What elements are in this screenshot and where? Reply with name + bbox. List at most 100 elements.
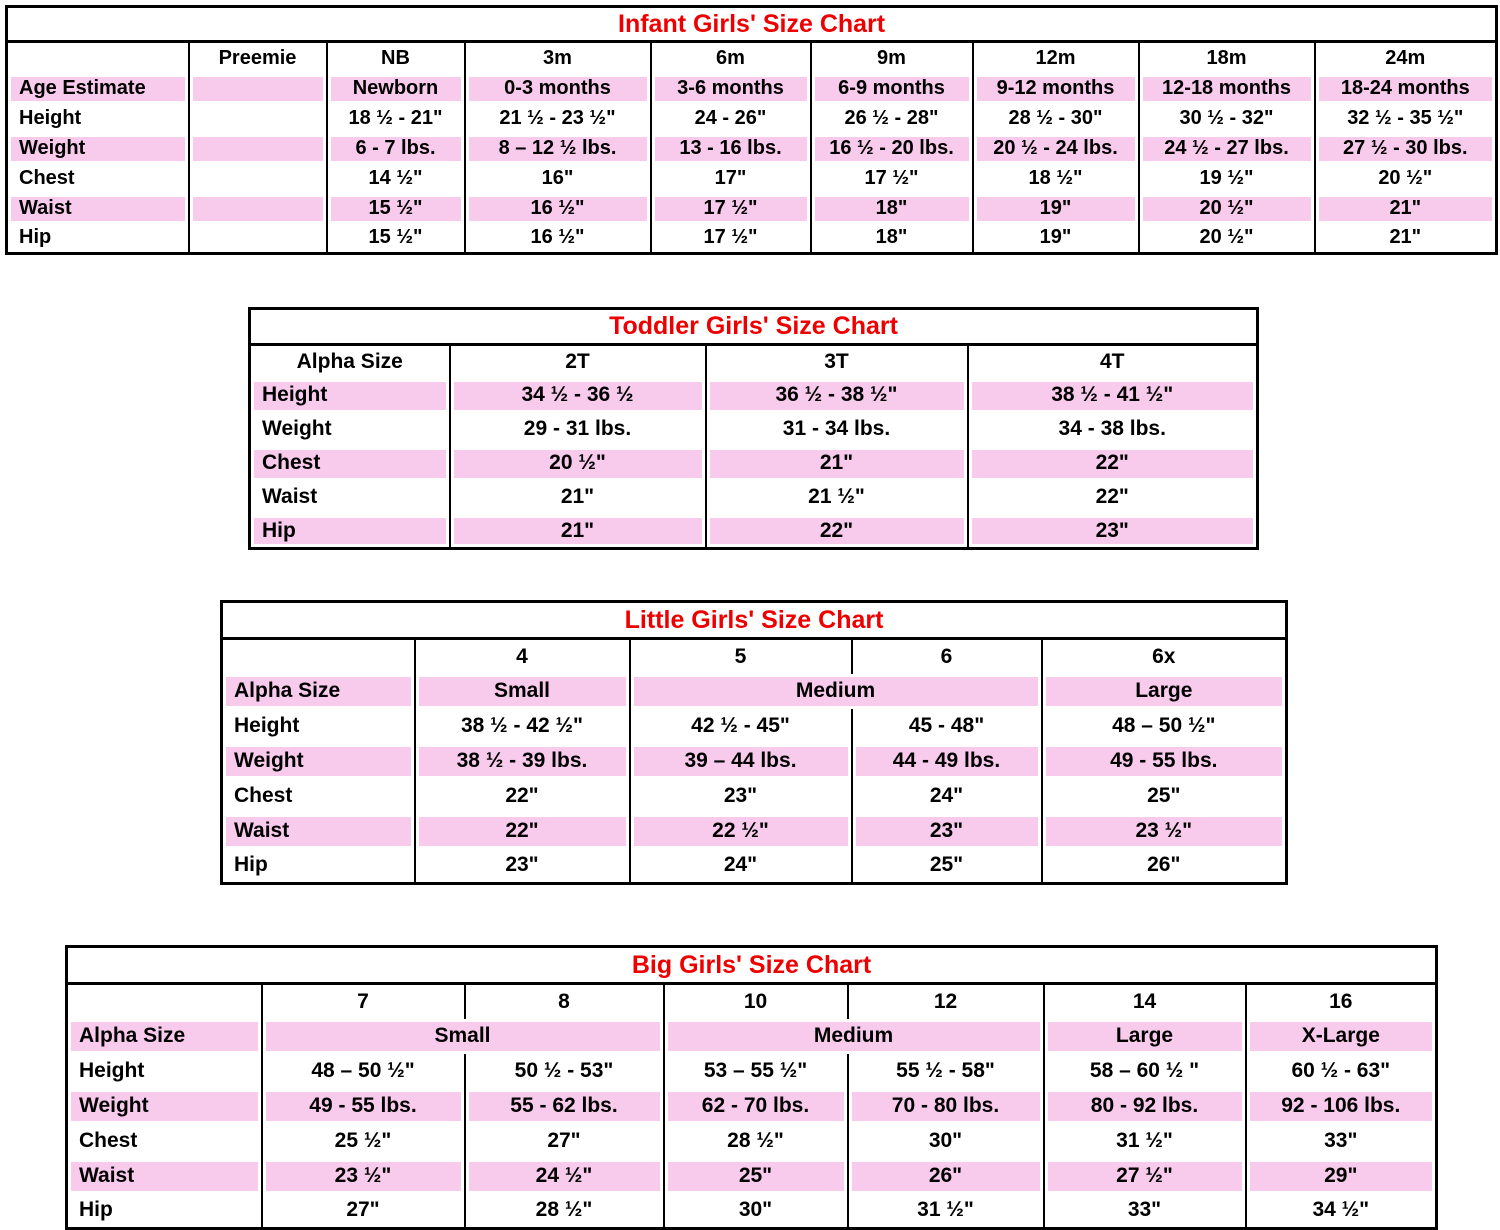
value-cell: 18-24 months <box>1313 73 1497 104</box>
value-cell: 24" <box>628 848 852 884</box>
value-cell: 33" <box>1042 1193 1246 1229</box>
value-cell: 18" <box>809 193 973 224</box>
value-cell: 13 - 16 lbs. <box>649 133 811 164</box>
column-header: 12 <box>846 983 1044 1019</box>
value-cell: 6-9 months <box>809 73 973 104</box>
value-cell: 22" <box>966 480 1258 515</box>
value-cell: 23" <box>850 813 1042 849</box>
value-cell: 20 ½" <box>1313 163 1497 194</box>
value-cell: 19" <box>971 223 1139 254</box>
value-cell: 23" <box>628 778 852 814</box>
value-cell: 24 ½ - 27 lbs. <box>1137 133 1315 164</box>
value-cell: 70 - 80 lbs. <box>846 1088 1044 1124</box>
table-title: Toddler Girls' Size Chart <box>249 308 1258 346</box>
value-cell <box>187 103 327 134</box>
value-cell: 26 ½ - 28" <box>809 103 973 134</box>
row-label: Chest <box>79 1128 138 1152</box>
value-cell: 55 ½ - 58" <box>846 1053 1044 1089</box>
column-header: 7 <box>260 983 465 1019</box>
value-cell: 29 - 31 lbs. <box>448 412 706 447</box>
value-cell: 14 ½" <box>325 163 465 194</box>
value-cell: 21" <box>448 480 706 515</box>
value-cell: 17 ½" <box>649 223 811 254</box>
value-cell: 31 ½" <box>1042 1123 1246 1159</box>
value-cell: 30 ½ - 32" <box>1137 103 1315 134</box>
column-header: Preemie <box>187 41 327 74</box>
value-cell: 6 - 7 lbs. <box>325 133 465 164</box>
value-cell: 34 ½" <box>1244 1193 1437 1229</box>
table-row: Alpha Size Small Medium Large X-Large <box>66 1018 1437 1054</box>
table-row: Hip 15 ½" 16 ½" 17 ½" 18" 19" 20 ½" 21" <box>7 223 1497 254</box>
row-label: Weight <box>221 743 415 779</box>
value-cell: 60 ½ - 63" <box>1244 1053 1437 1089</box>
column-header: 10 <box>662 983 848 1019</box>
row-label: Weight <box>262 417 332 441</box>
value-cell: 24" <box>850 778 1042 814</box>
value-cell: Newborn <box>325 73 465 104</box>
value-cell: 23 ½" <box>260 1158 465 1194</box>
value-cell: 28 ½ - 30" <box>971 103 1139 134</box>
value-cell: 22" <box>413 778 630 814</box>
table-body: 4 5 6 6x Alpha Size Small Medium Large Height 38 … <box>221 638 1287 884</box>
value-cell: 36 ½ - 38 ½" <box>704 378 968 413</box>
table-row: Alpha Size Small Medium Large <box>221 673 1287 709</box>
value-cell: 16 ½ - 20 lbs. <box>809 133 973 164</box>
column-header: 5 <box>628 638 852 674</box>
value-cell: 29" <box>1244 1158 1437 1194</box>
value-cell: 16" <box>463 163 651 194</box>
column-header: NB <box>325 41 465 74</box>
value-cell: 27" <box>463 1123 664 1159</box>
value-cell: 15 ½" <box>325 193 465 224</box>
value-cell: 27 ½" <box>1042 1158 1246 1194</box>
column-header: Alpha Size <box>296 350 403 374</box>
row-label: Chest <box>234 783 293 807</box>
value-cell: 15 ½" <box>325 223 465 254</box>
row-label: Height <box>19 107 82 129</box>
row-label: Hip <box>249 514 450 549</box>
value-cell: 28 ½" <box>463 1193 664 1229</box>
value-cell: 34 ½ - 36 ½ <box>448 378 706 413</box>
column-header: 8 <box>463 983 664 1019</box>
value-cell: 22" <box>966 446 1258 481</box>
table-title: Infant Girls' Size Chart <box>6 6 1497 43</box>
column-header: 12m <box>971 41 1139 74</box>
value-cell: 26" <box>846 1158 1044 1194</box>
table-row: Weight 6 - 7 lbs. 8 – 12 ½ lbs. 13 - 16 lbs… <box>6 133 1497 164</box>
value-cell: 21" <box>1313 193 1497 224</box>
value-cell: 38 ½ - 42 ½" <box>413 708 630 744</box>
value-cell: 16 ½" <box>463 193 651 224</box>
column-header: 2T <box>448 344 706 379</box>
little-girls-size-chart: Little Girls' Size Chart 4 5 6 6x Alpha Size… <box>220 600 1289 885</box>
table-row: Weight 29 - 31 lbs. 31 - 34 lbs. 34 - 38 lb… <box>250 412 1258 447</box>
table-body: Alpha Size 2T 3T 4T Height 34 ½ - 36 ½ 36 ½ - … <box>249 344 1258 549</box>
column-header <box>222 639 415 674</box>
row-label: Chest <box>249 446 450 481</box>
column-header: 6x <box>1040 638 1287 674</box>
value-cell: 38 ½ - 39 lbs. <box>413 743 630 779</box>
value-cell: 0-3 months <box>463 73 651 104</box>
value-cell: 18" <box>809 223 973 254</box>
table-row: Hip 27" 28 ½" 30" 31 ½" 33" 34 ½" <box>67 1193 1437 1229</box>
value-cell <box>187 73 327 104</box>
value-cell: Medium <box>628 673 1042 709</box>
value-cell: 42 ½ - 45" <box>628 708 852 744</box>
value-cell: Large <box>1040 673 1287 709</box>
value-cell: 62 - 70 lbs. <box>662 1088 848 1124</box>
value-cell: 12-18 months <box>1137 73 1315 104</box>
table-row: Chest 20 ½" 21" 22" <box>249 446 1258 481</box>
row-label: Chest <box>19 167 75 189</box>
value-cell: X-Large <box>1244 1018 1437 1054</box>
column-header: 6 <box>850 638 1042 674</box>
value-cell: 21 ½" <box>704 480 968 515</box>
row-label: Age Estimate <box>6 73 189 104</box>
value-cell: 27 ½ - 30 lbs. <box>1313 133 1497 164</box>
column-header: 24m <box>1313 41 1497 74</box>
value-cell: 23" <box>413 848 630 884</box>
value-cell: 27" <box>260 1193 465 1229</box>
column-header: 18m <box>1137 41 1315 74</box>
table-title: Little Girls' Size Chart <box>221 601 1287 640</box>
table-row: Weight 38 ½ - 39 lbs. 39 – 44 lbs. 44 - 49 … <box>221 743 1287 779</box>
table-row: Chest 25 ½" 27" 28 ½" 30" 31 ½" 33" <box>67 1123 1437 1159</box>
table-body: Preemie NB 3m 6m 9m 12m 18m 24m Age Estimate Newb… <box>6 41 1497 254</box>
table-row: Height 18 ½ - 21" 21 ½ - 23 ½" 24 - 26" 26 ½… <box>7 103 1497 134</box>
